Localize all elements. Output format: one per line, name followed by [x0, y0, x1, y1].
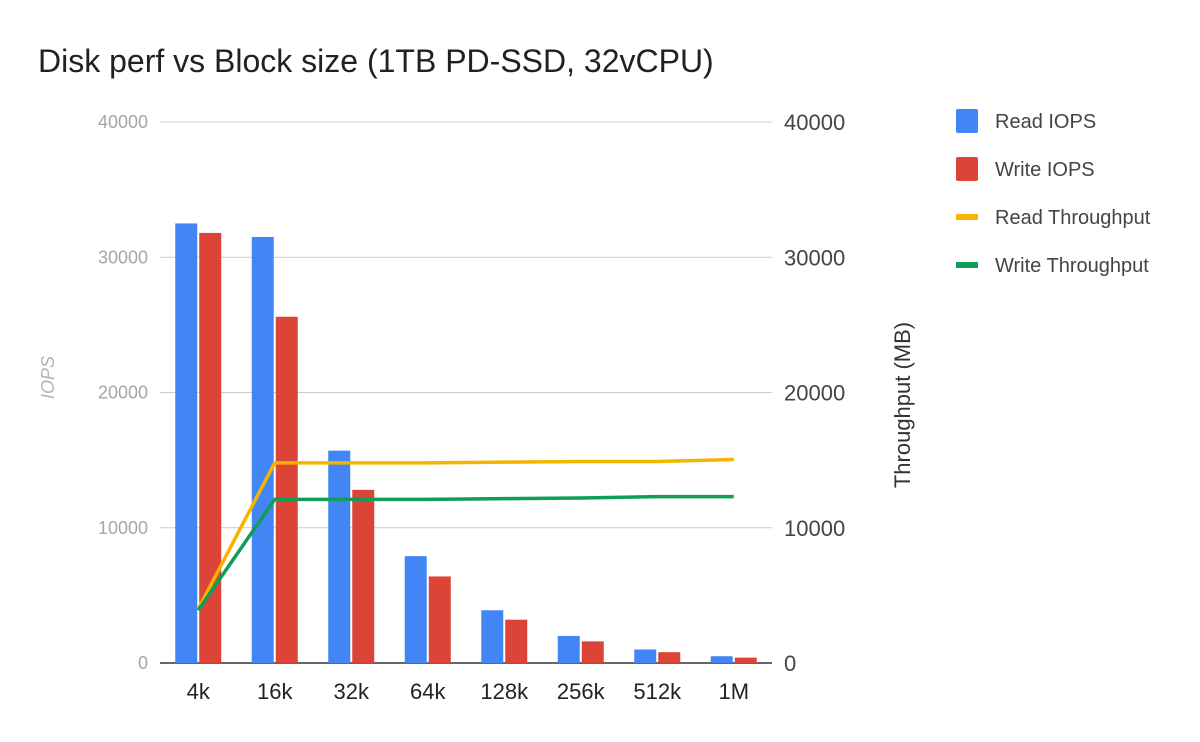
bar-write-iops-1m — [734, 657, 757, 663]
ticks: 0 10000 20000 30000 40000 0 10000 20000 30000 400… — [98, 110, 845, 704]
x-tick-label: 512k — [633, 679, 682, 704]
bar-write-iops-32k — [352, 489, 375, 663]
y-tick-label-right: 10000 — [784, 516, 845, 541]
legend-swatch-read-throughput — [956, 214, 978, 220]
bar-read-iops-16k — [251, 236, 274, 663]
y-tick-label-right: 0 — [784, 651, 796, 676]
bar-read-iops-512k — [634, 649, 657, 663]
bar-read-iops-64k — [404, 556, 427, 663]
y-axis-label-left: IOPS — [38, 356, 58, 399]
y-tick-label-right: 30000 — [784, 245, 845, 270]
x-tick-label: 4k — [187, 679, 211, 704]
y-axis-label-right: Throughput (MB) — [890, 322, 915, 488]
bar-read-iops-32k — [328, 450, 351, 663]
legend-label-write-iops: Write IOPS — [995, 159, 1095, 181]
y-tick-label-right: 20000 — [784, 381, 845, 406]
bar-read-iops-1m — [710, 656, 733, 663]
legend-label-read-iops: Read IOPS — [995, 111, 1096, 133]
x-tick-label: 64k — [410, 679, 446, 704]
line-write-throughput — [196, 494, 734, 612]
x-tick-label: 128k — [480, 679, 529, 704]
legend-swatch-read-iops — [956, 109, 978, 133]
bar-write-iops-16k — [275, 316, 298, 663]
series-lines — [196, 457, 734, 612]
bar-write-iops-512k — [658, 652, 681, 663]
y-tick-label-left: 30000 — [98, 247, 148, 267]
bar-write-iops-128k — [505, 619, 528, 663]
y-tick-label-left: 0 — [138, 653, 148, 673]
legend-swatch-write-iops — [956, 157, 978, 181]
chart-title: Disk perf vs Block size (1TB PD-SSD, 32v… — [38, 43, 714, 79]
legend: Read IOPS Write IOPS Read Throughput Write … — [956, 109, 1151, 277]
x-tick-label: 16k — [257, 679, 293, 704]
bar-read-iops-128k — [481, 610, 504, 663]
x-tick-label: 256k — [557, 679, 606, 704]
line-read-throughput — [196, 457, 734, 610]
x-tick-label: 32k — [334, 679, 370, 704]
y-tick-label-left: 20000 — [98, 383, 148, 403]
bar-write-iops-256k — [581, 641, 604, 663]
bar-write-iops-64k — [428, 576, 451, 663]
bar-read-iops-256k — [557, 635, 580, 663]
bars — [175, 223, 757, 663]
legend-label-read-throughput: Read Throughput — [995, 207, 1151, 229]
bar-read-iops-4k — [175, 223, 198, 663]
y-tick-label-right: 40000 — [784, 110, 845, 135]
y-tick-label-left: 40000 — [98, 112, 148, 132]
y-tick-label-left: 10000 — [98, 518, 148, 538]
x-tick-label: 1M — [718, 679, 749, 704]
bar-write-iops-4k — [199, 232, 222, 663]
legend-label-write-throughput: Write Throughput — [995, 255, 1149, 277]
legend-swatch-write-throughput — [956, 262, 978, 268]
